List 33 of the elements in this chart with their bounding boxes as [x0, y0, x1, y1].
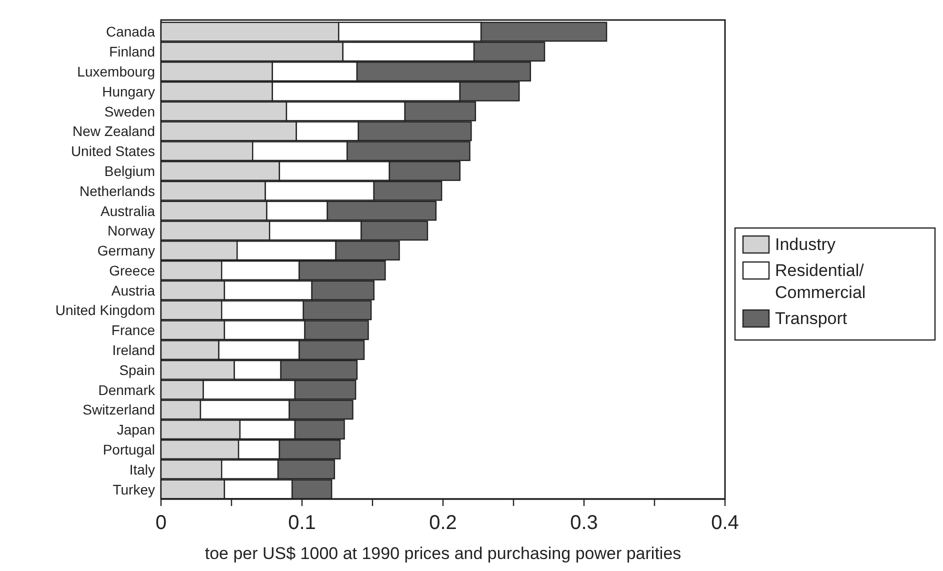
y-tick-label: Italy [129, 461, 155, 478]
y-tick-label: Hungary [102, 83, 155, 100]
y-tick-label: Sweden [104, 103, 155, 120]
y-tick-label: Ireland [112, 342, 155, 358]
y-tick-label: Netherlands [80, 182, 155, 199]
x-tick-label: 0.2 [429, 512, 457, 534]
y-tick-label: Portugal [102, 441, 155, 458]
y-tick-label: Denmark [98, 382, 156, 398]
y-tick-label: Luxembourg [77, 64, 155, 80]
y-tick-label: New Zealand [72, 123, 155, 140]
legend-label: Industry [775, 235, 836, 254]
y-tick-label: Switzerland [82, 402, 155, 418]
y-tick-label: Finland [109, 44, 155, 60]
y-tick-label: Canada [106, 24, 156, 40]
y-tick-label: France [111, 322, 156, 338]
y-tick-label: Norway [108, 222, 155, 239]
x-axis-title: toe per US$ 1000 at 1990 prices and purchasing power parities [204, 544, 682, 563]
y-tick-label: Austria [111, 282, 156, 298]
y-tick-label: United Kingdom [55, 302, 155, 318]
y-tick-label: Spain [119, 362, 155, 378]
x-tick-label: 0.1 [288, 512, 316, 534]
y-tick-label: Belgium [104, 162, 155, 179]
x-tick-label: 0.3 [570, 512, 598, 534]
y-tick-label: Germany [97, 242, 155, 259]
legend-label: Residential/Commercial [775, 261, 866, 302]
y-tick-label: Greece [109, 262, 156, 278]
y-tick-label: Turkey [112, 481, 155, 498]
y-tick-label: Australia [100, 202, 156, 219]
x-tick-label: 0.4 [711, 512, 739, 534]
y-tick-label: Japan [116, 422, 155, 438]
legend-label: Transport [775, 309, 848, 328]
x-tick-label: 0 [155, 512, 167, 534]
y-tick-label: United States [70, 143, 155, 160]
